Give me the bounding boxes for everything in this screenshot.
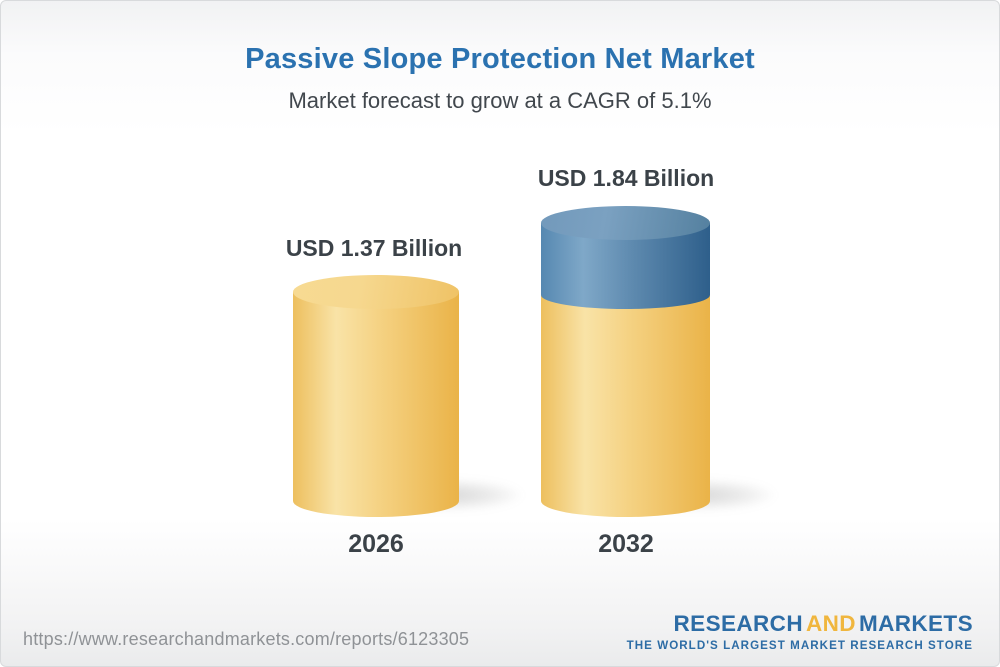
logo-word-and: AND [805,611,856,636]
logo-tagline: THE WORLD'S LARGEST MARKET RESEARCH STOR… [626,639,973,652]
research-and-markets-logo: RESEARCH AND MARKETS THE WORLD'S LARGEST M… [627,611,973,652]
category-label-2032: 2032 [598,530,654,558]
category-label-2026: 2026 [348,530,404,558]
logo-wordmark: RESEARCH AND MARKETS [627,611,973,637]
page-title: Passive Slope Protection Net Market [245,43,755,75]
logo-word-research: RESEARCH [673,611,803,636]
bar-cylinder-2026 [293,275,459,517]
value-label-2032: USD 1.84 Billion [537,165,715,191]
cylinder-top-ellipse-blue [541,206,710,240]
page-subtitle: Market forecast to grow at a CAGR of 5.1… [288,88,712,113]
value-label-2026: USD 1.37 Billion [285,235,463,261]
cylinder-body-gold [541,293,710,517]
logo-word-markets: MARKETS [858,611,973,636]
cylinder-top-ellipse-gold [293,275,459,309]
report-url: https://www.researchandmarkets.com/repor… [23,629,470,649]
bar-cylinder-2032 [541,206,710,517]
cylinder-body-gold [293,292,459,517]
